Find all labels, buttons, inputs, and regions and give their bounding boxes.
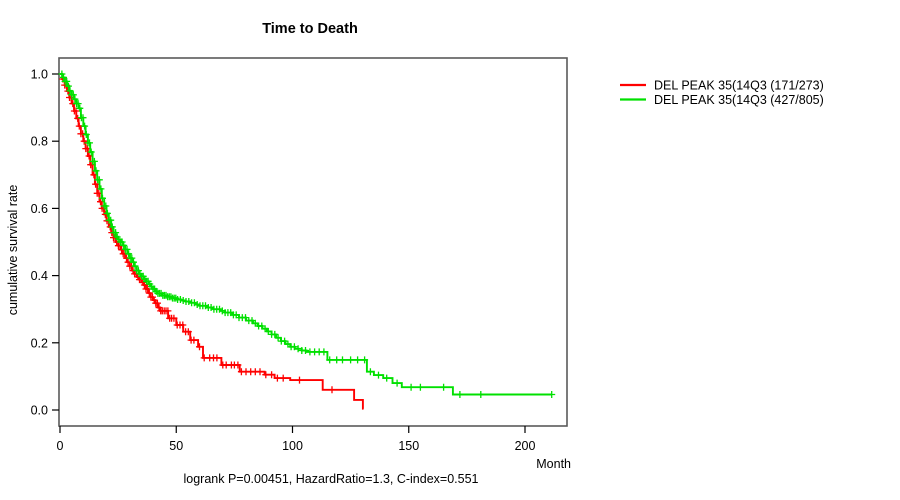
stats-footer: logrank P=0.00451, HazardRatio=1.3, C-in… [184,472,479,486]
y-tick-label: 0.6 [31,202,48,216]
x-axis-title: Month [536,457,571,471]
y-tick-label: 0.8 [31,135,48,149]
y-axis-title: cumulative survival rate [6,185,20,316]
y-tick-label: 0.0 [31,404,48,418]
legend: DEL PEAK 35(14Q3 (171/273) DEL PEAK 35(1… [620,79,824,107]
y-tick-label: 0.4 [31,269,48,283]
y-tick-label: 0.2 [31,336,48,350]
x-tick-label: 100 [282,439,303,453]
x-tick-label: 200 [515,439,536,453]
x-tick-label: 0 [57,439,64,453]
x-tick-label: 150 [398,439,419,453]
chart-title: Time to Death [262,21,358,37]
plot-area: 0 50 100 150 200 0.0 0.2 0.4 0.6 0.8 1.0 [31,57,568,453]
km-curve-green [60,73,552,396]
x-tick-label: 50 [169,439,183,453]
legend-label-red: DEL PEAK 35(14Q3 (171/273) [654,79,824,93]
legend-label-green: DEL PEAK 35(14Q3 (427/805) [654,93,824,107]
censor-marks-green [58,70,556,398]
y-tick-label: 1.0 [31,68,48,82]
plot-frame [58,57,568,427]
